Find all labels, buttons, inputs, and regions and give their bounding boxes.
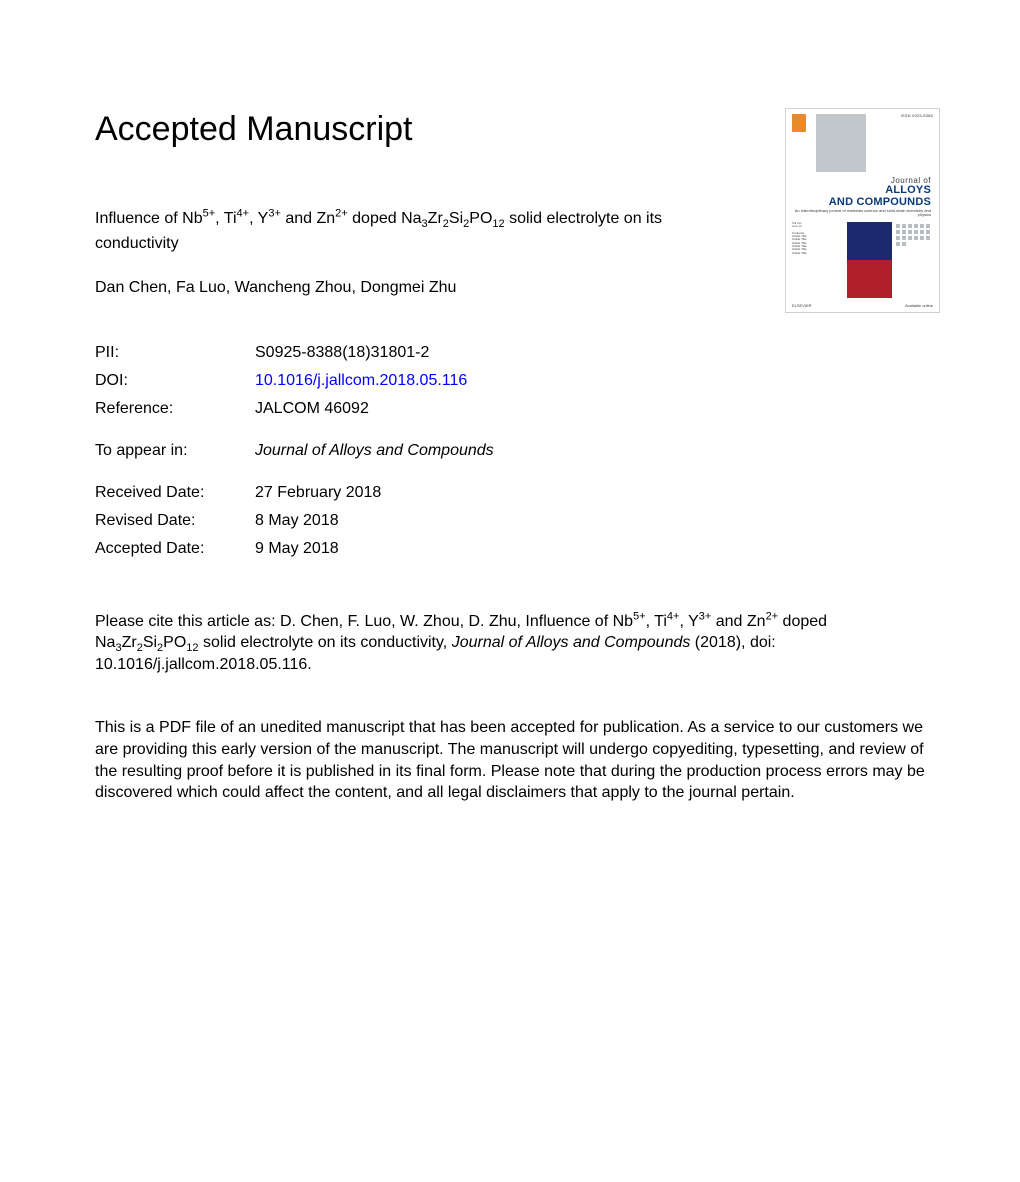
elsevier-logo-icon xyxy=(792,114,806,132)
meta-row-accepted: Accepted Date: 9 May 2018 xyxy=(95,535,494,563)
meta-row-doi: DOI: 10.1016/j.jallcom.2018.05.116 xyxy=(95,367,494,395)
cover-title-line2: AND COMPOUNDS xyxy=(786,197,931,209)
citation-journal: Journal of Alloys and Compounds xyxy=(452,634,691,651)
revised-value: 8 May 2018 xyxy=(255,507,494,535)
reference-value: JALCOM 46092 xyxy=(255,395,494,423)
citation-block: Please cite this article as: D. Chen, F.… xyxy=(95,611,925,676)
pii-label: PII: xyxy=(95,339,255,367)
cover-toc-text: Vol xxxxxxx xxContentsArticle TitleArtic… xyxy=(792,222,843,255)
meta-row-revised: Revised Date: 8 May 2018 xyxy=(95,507,494,535)
accepted-value: 9 May 2018 xyxy=(255,535,494,563)
meta-row-pii: PII: S0925-8388(18)31801-2 xyxy=(95,339,494,367)
article-title: Influence of Nb5+, Ti4+, Y3+ and Zn2+ do… xyxy=(95,207,735,257)
meta-row-received: Received Date: 27 February 2018 xyxy=(95,479,494,507)
journal-cover-thumbnail: ISSN 0925-8388 Journal of ALLOYS AND COM… xyxy=(785,108,940,313)
meta-row-reference: Reference: JALCOM 46092 xyxy=(95,395,494,423)
cover-issn: ISSN 0925-8388 xyxy=(901,114,933,118)
cover-title-line1: ALLOYS xyxy=(786,185,931,197)
accepted-label: Accepted Date: xyxy=(95,535,255,563)
cover-footer: ELSEVIERAvailable online xyxy=(792,303,933,308)
cover-gray-block xyxy=(816,114,866,172)
received-label: Received Date: xyxy=(95,479,255,507)
cover-color-swatch xyxy=(847,222,891,298)
doi-label: DOI: xyxy=(95,367,255,395)
metadata-table: PII: S0925-8388(18)31801-2 DOI: 10.1016/… xyxy=(95,339,494,563)
appear-label: To appear in: xyxy=(95,437,255,465)
appear-value: Journal of Alloys and Compounds xyxy=(255,437,494,465)
cover-dot-grid xyxy=(896,222,933,246)
meta-row-appear: To appear in: Journal of Alloys and Comp… xyxy=(95,437,494,465)
revised-label: Revised Date: xyxy=(95,507,255,535)
reference-label: Reference: xyxy=(95,395,255,423)
doi-link[interactable]: 10.1016/j.jallcom.2018.05.116 xyxy=(255,372,467,389)
cover-subtitle: An interdisciplinary journal of material… xyxy=(786,209,939,218)
pii-value: S0925-8388(18)31801-2 xyxy=(255,339,494,367)
disclaimer-text: This is a PDF file of an unedited manusc… xyxy=(95,717,925,803)
received-value: 27 February 2018 xyxy=(255,479,494,507)
